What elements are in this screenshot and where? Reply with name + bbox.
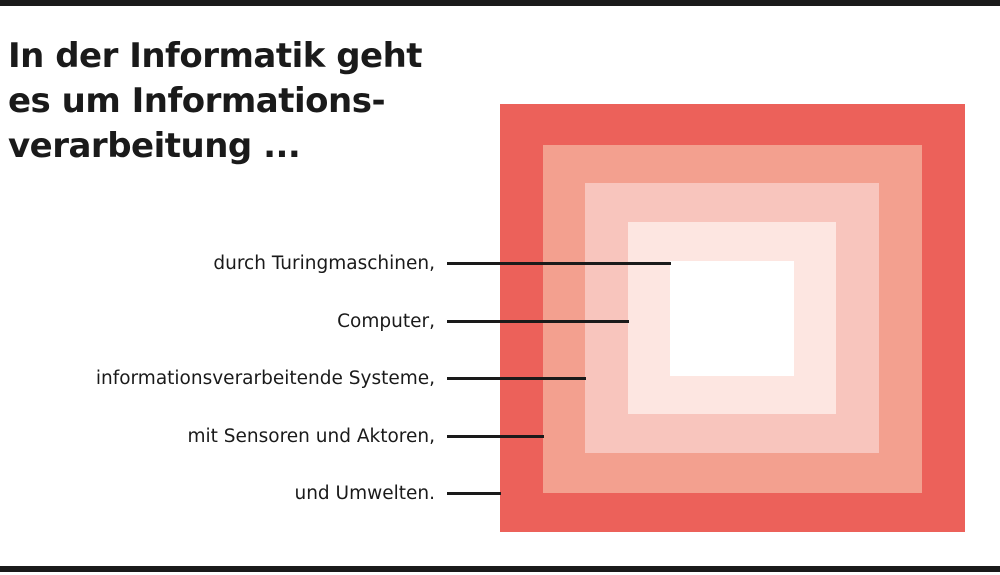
square-turingmaschinen — [670, 261, 794, 376]
top-rule — [0, 0, 1000, 6]
leader-line-umwelten — [447, 492, 501, 495]
label-informationsverarbeitende-systeme: informationsverarbeitende Systeme, — [95, 368, 435, 389]
bottom-rule — [0, 566, 1000, 572]
leader-line-sensoren-aktoren — [447, 435, 544, 438]
label-computer: Computer, — [337, 311, 435, 332]
leader-line-turingmaschinen — [447, 262, 671, 265]
label-sensoren-aktoren: mit Sensoren und Aktoren, — [187, 426, 436, 447]
leader-line-computer — [447, 320, 629, 323]
label-turingmaschinen: durch Turingmaschinen, — [213, 253, 435, 274]
leader-line-informationsverarbeitende-systeme — [447, 377, 586, 380]
headline-line-2: es um Informations- — [8, 81, 386, 121]
label-umwelten: und Umwelten. — [294, 483, 435, 504]
headline: In der Informatik geht es um Information… — [8, 34, 448, 169]
headline-line-1: In der Informatik geht — [8, 36, 423, 76]
headline-line-3: verarbeitung ... — [8, 126, 301, 166]
